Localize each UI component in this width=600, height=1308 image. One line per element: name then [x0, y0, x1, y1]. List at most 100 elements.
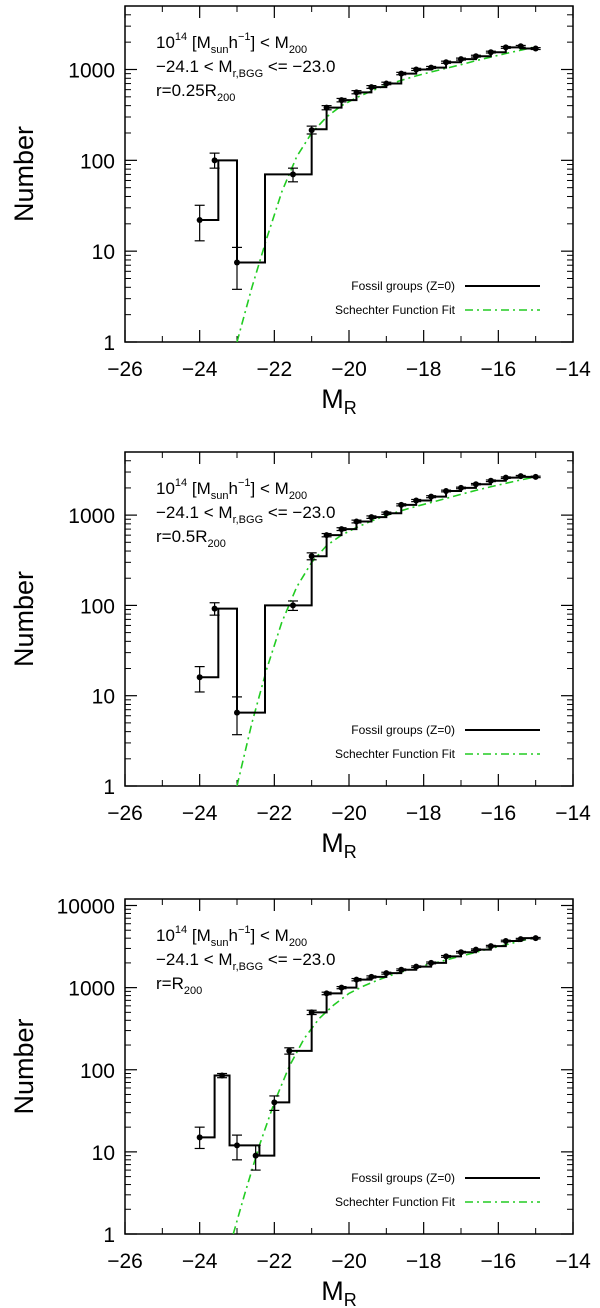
data-point: [286, 1047, 293, 1054]
y-tick-label: 10: [92, 1142, 115, 1165]
y-tick-label: 1000: [68, 978, 115, 1001]
annotation-bgg-cut: −24.1 < Mr,BGG <= −23.0: [156, 503, 335, 526]
y-tick-label: 1: [103, 332, 115, 355]
chart-panel-bottom: −26 −24 −22 −20 −18 −16 −14 1 10 100 1000 10000 Numb…: [9, 896, 591, 1308]
data-point: [517, 43, 524, 50]
data-point: [383, 970, 390, 977]
data-point: [338, 97, 345, 104]
x-tick-label: −26: [107, 1250, 143, 1273]
data-point: [532, 45, 539, 52]
x-tick-label: −26: [107, 802, 143, 825]
data-layer: [194, 935, 541, 1234]
data-point: [368, 514, 375, 521]
y-tick-label: 10000: [57, 896, 115, 919]
data-point: [398, 501, 405, 508]
data-point: [234, 1142, 240, 1149]
y-tick-label: 1000: [68, 59, 115, 82]
legend-label-schechter: Schechter Function Fit: [335, 303, 456, 317]
data-point: [398, 966, 405, 973]
schechter-fit-line: [236, 476, 536, 786]
annotation-radius: r=R200: [156, 974, 202, 997]
data-point: [383, 80, 390, 87]
y-tick-label: 1000: [68, 505, 115, 528]
data-point: [532, 473, 539, 480]
legend-label-fossil: Fossil groups (Z=0): [351, 279, 455, 293]
data-layer: [194, 43, 541, 342]
legend-label-schechter: Schechter Function Fit: [335, 1195, 456, 1209]
data-point: [458, 484, 464, 491]
data-point: [472, 53, 479, 60]
data-point: [487, 477, 494, 484]
data-point: [458, 949, 464, 956]
data-point: [353, 976, 360, 983]
data-point: [308, 553, 315, 560]
x-tick-label: −18: [406, 358, 442, 381]
data-point: [502, 44, 509, 51]
data-point: [443, 953, 450, 960]
data-point: [290, 171, 296, 178]
data-point: [338, 984, 345, 991]
legend-label-fossil: Fossil groups (Z=0): [351, 723, 455, 737]
data-point: [428, 959, 435, 966]
annotation-radius: r=0.25R200: [156, 81, 235, 104]
x-tick-label: −24: [182, 802, 218, 825]
data-point: [413, 66, 420, 73]
data-point: [323, 104, 330, 111]
data-point: [308, 127, 315, 134]
x-tick-label: −14: [555, 358, 591, 381]
data-point: [398, 70, 405, 77]
data-point: [458, 56, 464, 63]
annotation-bgg-cut: −24.1 < Mr,BGG <= −23.0: [156, 57, 335, 80]
data-point: [234, 259, 240, 266]
data-point: [413, 497, 420, 504]
annotation-bgg-cut: −24.1 < Mr,BGG <= −23.0: [156, 950, 335, 973]
x-tick-label: −20: [331, 358, 367, 381]
chart-panel-middle: −26 −24 −22 −20 −18 −16 −14 1 10 100 1000 Number MR 1…: [9, 451, 591, 862]
x-tick-label: −22: [257, 1250, 293, 1273]
data-point: [211, 157, 218, 164]
x-tick-label: −14: [555, 802, 591, 825]
annotation-mass-cut: 1014 [Msunh−1] < M200: [156, 924, 307, 949]
legend-label-fossil: Fossil groups (Z=0): [351, 1171, 455, 1185]
data-point: [211, 605, 218, 612]
data-point: [368, 84, 375, 91]
data-point: [443, 59, 450, 66]
y-axis-title: Number: [9, 571, 39, 667]
data-point: [338, 526, 345, 533]
x-tick-label: −24: [182, 1250, 218, 1273]
y-axis-title: Number: [9, 126, 39, 222]
annotation-mass-cut: 1014 [Msunh−1] < M200: [156, 477, 307, 502]
data-point: [413, 963, 420, 970]
schechter-fit-line: [236, 45, 536, 342]
annotation-mass-cut: 1014 [Msunh−1] < M200: [156, 31, 307, 56]
y-tick-label: 100: [80, 150, 115, 173]
x-axis-title: MR: [321, 828, 357, 862]
data-point: [502, 474, 509, 481]
data-point: [443, 487, 450, 494]
data-point: [323, 990, 330, 997]
y-tick-label: 10: [92, 241, 115, 264]
data-point: [308, 1009, 315, 1016]
x-tick-label: −16: [481, 358, 517, 381]
data-point: [252, 1152, 259, 1159]
y-tick-label: 10: [92, 686, 115, 709]
data-point: [502, 937, 509, 944]
data-point: [487, 943, 494, 950]
x-tick-label: −22: [257, 802, 293, 825]
y-axis-title: Number: [9, 1018, 39, 1114]
data-point: [517, 936, 524, 943]
schechter-fit-line: [232, 936, 536, 1234]
data-point: [353, 518, 360, 525]
data-point: [196, 1134, 203, 1141]
y-tick-label: 100: [80, 595, 115, 618]
x-tick-label: −16: [481, 802, 517, 825]
fossil-groups-step-line: [199, 475, 536, 714]
x-tick-label: −20: [331, 1250, 367, 1273]
data-point: [428, 493, 435, 500]
data-point: [353, 89, 360, 96]
legend-label-schechter: Schechter Function Fit: [335, 747, 456, 761]
data-point: [472, 481, 479, 488]
x-tick-label: −20: [331, 802, 367, 825]
